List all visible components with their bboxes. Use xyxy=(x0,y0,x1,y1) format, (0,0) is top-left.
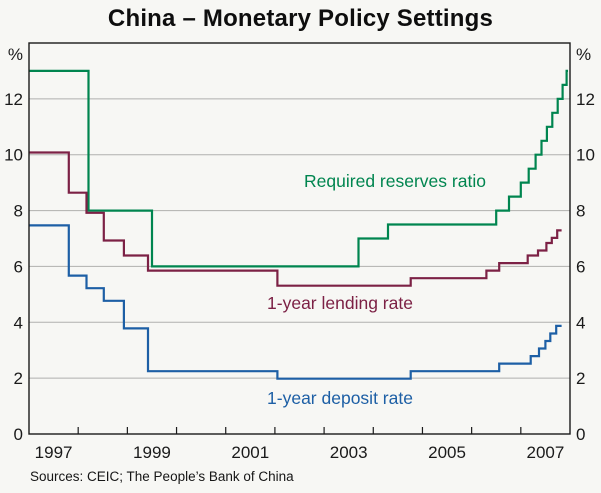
series-line-one-year-lending-rate xyxy=(29,151,562,287)
series-label-deposit-rate: 1-year deposit rate xyxy=(267,388,413,408)
y-tick-label-left-2: 2 xyxy=(14,369,23,388)
y-tick-label-left-4: 4 xyxy=(14,313,23,332)
y-tick-label-right-2: 2 xyxy=(576,369,585,388)
series-label-lending-rate: 1-year lending rate xyxy=(267,293,413,313)
y-tick-label-right-4: 4 xyxy=(576,313,585,332)
series-label-required-reserves-ratio: Required reserves ratio xyxy=(304,171,486,191)
x-tick-label-1999: 1999 xyxy=(133,443,171,462)
y-tick-label-left-8: 8 xyxy=(14,202,23,221)
x-tick-label-2001: 2001 xyxy=(231,443,269,462)
y-tick-label-left-10: 10 xyxy=(4,146,23,165)
y-tick-label-right-8: 8 xyxy=(576,202,585,221)
x-tick-label-2003: 2003 xyxy=(330,443,368,462)
y-tick-label-right-6: 6 xyxy=(576,257,585,276)
chart-title: China – Monetary Policy Settings xyxy=(107,5,494,32)
y-axis-unit-left: % xyxy=(8,45,23,64)
y-tick-label-left-0: 0 xyxy=(14,425,23,444)
y-tick-label-right-0: 0 xyxy=(576,425,585,444)
series-line-one-year-deposit-rate xyxy=(29,224,562,380)
y-tick-label-left-12: 12 xyxy=(4,90,23,109)
sources-note: Sources: CEIC; The People’s Bank of Chin… xyxy=(30,469,294,484)
series-line-required-reserves-ratio xyxy=(29,69,568,268)
y-tick-label-left-6: 6 xyxy=(14,257,23,276)
x-tick-label-2005: 2005 xyxy=(428,443,466,462)
y-tick-label-right-10: 10 xyxy=(576,146,595,165)
x-tick-label-1997: 1997 xyxy=(35,443,73,462)
plot-border xyxy=(28,42,571,435)
y-axis-unit-right: % xyxy=(576,45,591,64)
x-tick-label-2007: 2007 xyxy=(526,443,564,462)
y-tick-label-right-12: 12 xyxy=(576,90,595,109)
